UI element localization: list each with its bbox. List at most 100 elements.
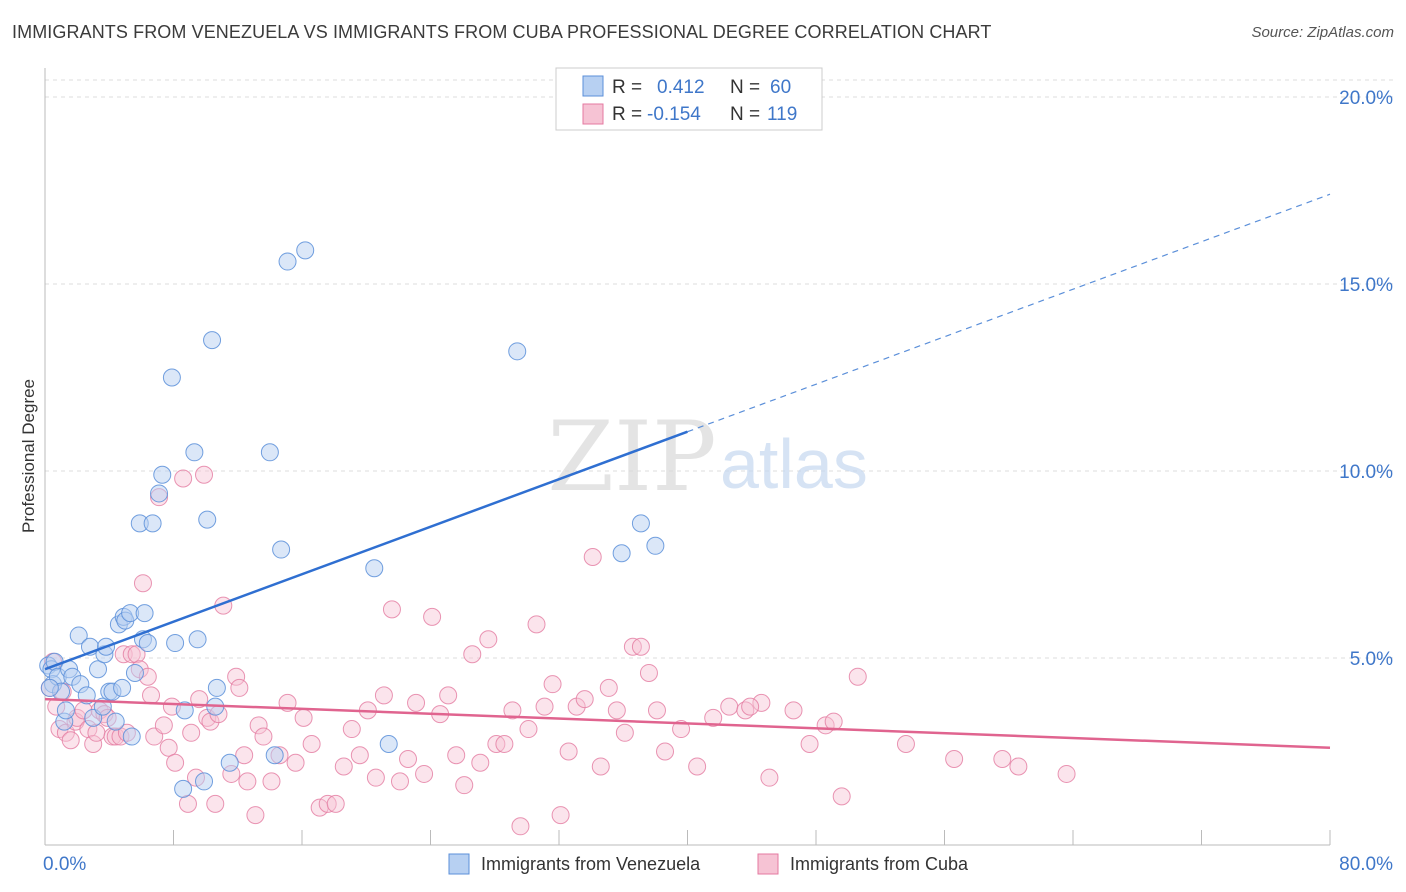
cuba-point xyxy=(382,600,401,619)
cuba-point xyxy=(159,738,178,757)
y-tick-label: 5.0% xyxy=(1350,649,1393,670)
cuba-point xyxy=(543,675,562,694)
venezuela-point xyxy=(174,779,193,798)
cuba-point xyxy=(575,690,594,709)
venezuela-point xyxy=(195,772,214,791)
y-axis-label: Professional Degree xyxy=(19,379,38,533)
bottom-legend-swatch-venezuela xyxy=(448,853,470,875)
cuba-point xyxy=(294,708,313,727)
cuba-point xyxy=(190,690,209,709)
cuba-point xyxy=(741,697,760,716)
cuba-point xyxy=(350,746,369,765)
cuba-point xyxy=(599,678,618,697)
venezuela-point xyxy=(113,678,132,697)
cuba-point xyxy=(647,701,666,720)
venezuela-point xyxy=(143,514,162,533)
cuba-point xyxy=(656,742,675,761)
cuba-point xyxy=(407,693,426,712)
venezuela-point xyxy=(198,510,217,529)
venezuela-point xyxy=(207,678,226,697)
venezuela-point xyxy=(631,514,650,533)
legend-swatch-cuba xyxy=(582,103,604,125)
tick-labels: 5.0% 10.0% 15.0% 20.0% 0.0% 80.0% xyxy=(43,88,1393,875)
watermark: ZIP atlas xyxy=(547,401,867,513)
chart-title: IMMIGRANTS FROM VENEZUELA VS IMMIGRANTS … xyxy=(12,22,992,42)
cuba-point xyxy=(551,806,570,825)
legend-r-label-2: R = xyxy=(612,104,642,125)
venezuela-point xyxy=(125,663,144,682)
venezuela-point xyxy=(365,559,384,578)
cuba-point xyxy=(122,645,141,664)
cuba-point xyxy=(639,663,658,682)
cuba-point xyxy=(390,772,409,791)
cuba-point xyxy=(848,667,867,686)
venezuela-trend-extension xyxy=(687,193,1331,433)
cuba-point xyxy=(249,716,268,735)
cuba-point xyxy=(227,667,246,686)
cuba-point xyxy=(559,742,578,761)
legend-r-value-2: -0.154 xyxy=(647,104,701,125)
venezuela-point xyxy=(220,753,239,772)
cuba-point xyxy=(423,607,442,626)
cuba-point xyxy=(527,615,546,634)
cuba-point xyxy=(463,645,482,664)
cuba-point xyxy=(334,757,353,776)
cuba-point xyxy=(503,701,522,720)
cuba-point xyxy=(374,686,393,705)
legend-swatch-venezuela xyxy=(582,75,604,97)
venezuela-point xyxy=(122,727,141,746)
cuba-point xyxy=(439,686,458,705)
watermark-zip: ZIP xyxy=(547,401,716,513)
bottom-legend-swatch-cuba xyxy=(757,853,779,875)
cuba-point xyxy=(631,637,650,656)
cuba-point xyxy=(142,686,161,705)
venezuela-point xyxy=(89,660,108,679)
cuba-point xyxy=(1009,757,1028,776)
venezuela-point xyxy=(40,678,59,697)
venezuela-point xyxy=(296,241,315,260)
cuba-point xyxy=(61,731,80,750)
cuba-point xyxy=(945,749,964,768)
venezuela-point xyxy=(162,368,181,387)
venezuela-trend-line xyxy=(44,430,688,671)
y-tick-label: 20.0% xyxy=(1339,88,1393,109)
y-tick-label: 10.0% xyxy=(1339,462,1393,483)
legend-n-label-1: N = xyxy=(730,77,760,98)
venezuela-point xyxy=(508,342,527,361)
trend-lines xyxy=(44,193,1331,750)
cuba-trend-line xyxy=(44,697,1331,750)
cuba-point xyxy=(342,720,361,739)
venezuela-point xyxy=(69,626,88,645)
axes xyxy=(44,68,1331,846)
cuba-point xyxy=(127,645,146,664)
cuba-point xyxy=(246,806,265,825)
cuba-point xyxy=(326,794,345,813)
cuba-point xyxy=(195,465,214,484)
cuba-point xyxy=(784,701,803,720)
venezuela-point xyxy=(150,484,169,503)
cuba-point xyxy=(591,757,610,776)
cuba-point xyxy=(455,776,474,795)
cuba-point xyxy=(535,697,554,716)
cuba-point xyxy=(479,630,498,649)
y-tick-label: 15.0% xyxy=(1339,275,1393,296)
venezuela-point xyxy=(106,712,125,731)
legend-n-value-1: 60 xyxy=(770,77,791,98)
cuba-point xyxy=(519,720,538,739)
cuba-point xyxy=(178,794,197,813)
venezuela-point xyxy=(203,331,222,350)
venezuela-point xyxy=(379,735,398,754)
cuba-point xyxy=(720,697,739,716)
venezuela-point xyxy=(646,536,665,555)
venezuela-point xyxy=(188,630,207,649)
cuba-point xyxy=(607,701,626,720)
cuba-point xyxy=(182,723,201,742)
cuba-point xyxy=(262,772,281,791)
cuba-point xyxy=(672,720,691,739)
cuba-point xyxy=(896,735,915,754)
venezuela-point xyxy=(175,701,194,720)
cuba-point xyxy=(235,746,254,765)
cuba-point xyxy=(752,693,771,712)
cuba-point xyxy=(832,787,851,806)
